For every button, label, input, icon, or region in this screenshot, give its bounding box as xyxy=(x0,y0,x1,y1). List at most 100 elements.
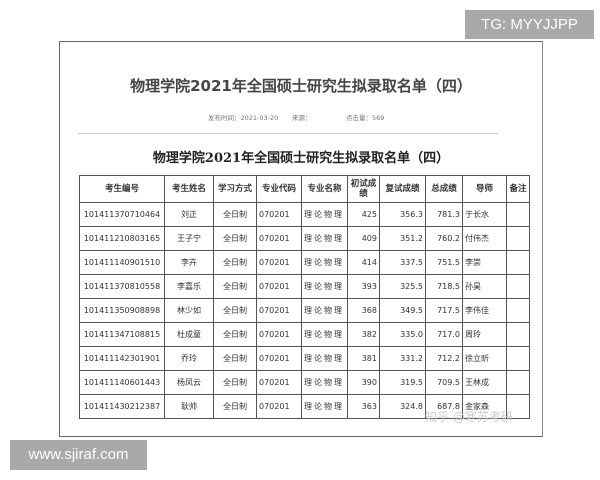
table-cell: 李崇 xyxy=(462,250,507,275)
table-cell: 337.5 xyxy=(379,250,426,275)
table-cell: 101411350908898 xyxy=(79,298,165,323)
tg-watermark-label: TG: MYYJJPP xyxy=(465,10,594,39)
table-cell: 070201 xyxy=(256,322,302,347)
table-cell: 335.0 xyxy=(379,322,426,347)
table-row: 101411142301901 乔玲 全日制 070201 理论物理 381 331.2 71… xyxy=(79,346,530,371)
table-cell xyxy=(506,298,530,323)
table-cell: 付伟杰 xyxy=(462,226,507,251)
table-cell: 理论物理 xyxy=(301,250,348,275)
table-cell: 414 xyxy=(347,250,380,275)
table-row: 101411370810558 李嘉乐 全日制 070201 理论物理 393 325.5 7… xyxy=(79,274,530,299)
table-cell xyxy=(506,370,530,395)
table-cell: 409 xyxy=(347,226,380,251)
table-cell: 全日制 xyxy=(213,370,257,395)
table-cell: 101411140601443 xyxy=(79,370,165,395)
table-cell: 101411370810558 xyxy=(79,274,165,299)
table-cell: 杨凤云 xyxy=(164,370,214,395)
table-cell: 全日制 xyxy=(213,346,257,371)
table-cell: 周玲 xyxy=(462,322,507,347)
table-cell: 王林成 xyxy=(462,370,507,395)
table-cell: 理论物理 xyxy=(301,394,348,419)
table-row: 101411140901510 李卉 全日制 070201 理论物理 414 337.5 75… xyxy=(79,250,530,275)
table-cell: 101411140901510 xyxy=(79,250,165,275)
table-row: 101411210803165 王子宁 全日制 070201 理论物理 409 351.2 7… xyxy=(79,226,530,251)
table-cell: 全日制 xyxy=(213,202,257,227)
table-title: 物理学院2021年全国硕士研究生拟录取名单（四） xyxy=(152,151,450,166)
table-cell: 全日制 xyxy=(213,274,257,299)
table-cell: 101411370710464 xyxy=(79,202,165,227)
table-cell xyxy=(506,226,530,251)
zhihu-watermark: 知乎 @寒苏考研 xyxy=(425,410,513,424)
table-cell xyxy=(506,202,530,227)
table-cell: 101411347108815 xyxy=(79,322,165,347)
column-header: 备注 xyxy=(506,175,530,203)
table-cell: 368 xyxy=(347,298,380,323)
table-cell: 孙昊 xyxy=(462,274,507,299)
table-cell: 393 xyxy=(347,274,380,299)
table-cell: 杜成童 xyxy=(164,322,214,347)
table-cell: 070201 xyxy=(256,346,302,371)
table-cell: 理论物理 xyxy=(301,274,348,299)
source: 来源： xyxy=(292,114,312,122)
table-cell xyxy=(506,274,530,299)
table-cell: 070201 xyxy=(256,298,302,323)
document-screenshot: 物理学院2021年全国硕士研究生拟录取名单（四） 发布时间：2021-03-20… xyxy=(59,41,543,437)
table-cell: 101411210803165 xyxy=(79,226,165,251)
table-cell: 李伟佳 xyxy=(462,298,507,323)
table-cell: 717.5 xyxy=(425,298,463,323)
table-cell: 理论物理 xyxy=(301,370,348,395)
table-cell: 全日制 xyxy=(213,298,257,323)
table-cell: 全日制 xyxy=(213,250,257,275)
table-cell: 李卉 xyxy=(164,250,214,275)
table-row: 101411347108815 杜成童 全日制 070201 理论物理 382 335.0 7… xyxy=(79,322,530,347)
table-cell: 363 xyxy=(347,394,380,419)
table-cell: 717.0 xyxy=(425,322,463,347)
table-cell xyxy=(506,322,530,347)
table-cell: 理论物理 xyxy=(301,298,348,323)
table-cell: 709.5 xyxy=(425,370,463,395)
table-cell: 全日制 xyxy=(213,322,257,347)
column-header: 初试成绩 xyxy=(347,175,380,203)
table-cell: 于长水 xyxy=(462,202,507,227)
table-cell: 070201 xyxy=(256,274,302,299)
table-cell: 理论物理 xyxy=(301,322,348,347)
column-header: 考生编号 xyxy=(79,175,165,203)
table-cell: 李嘉乐 xyxy=(164,274,214,299)
table-cell: 319.5 xyxy=(379,370,426,395)
table-cell: 070201 xyxy=(256,394,302,419)
table-cell: 382 xyxy=(347,322,380,347)
table-cell: 理论物理 xyxy=(301,346,348,371)
table-cell: 751.5 xyxy=(425,250,463,275)
table-cell: 徐立昕 xyxy=(462,346,507,371)
column-header: 专业代码 xyxy=(256,175,302,203)
table-cell: 理论物理 xyxy=(301,226,348,251)
table-cell: 351.2 xyxy=(379,226,426,251)
table-cell: 781.3 xyxy=(425,202,463,227)
table-cell: 林少如 xyxy=(164,298,214,323)
table-cell: 325.5 xyxy=(379,274,426,299)
table-row: 101411350908898 林少如 全日制 070201 理论物理 368 349.5 7… xyxy=(79,298,530,323)
table-cell: 425 xyxy=(347,202,380,227)
table-cell: 760.2 xyxy=(425,226,463,251)
table-cell: 070201 xyxy=(256,226,302,251)
table-cell: 101411430212387 xyxy=(79,394,165,419)
table-cell: 070201 xyxy=(256,370,302,395)
table-row: 101411370710464 刘正 全日制 070201 理论物理 425 356.3 78… xyxy=(79,202,530,227)
table-cell: 理论物理 xyxy=(301,202,348,227)
table-cell: 王子宁 xyxy=(164,226,214,251)
article-title: 物理学院2021年全国硕士研究生拟录取名单（四） xyxy=(130,77,472,95)
table-row: 101411430212387 耿帅 全日制 070201 理论物理 363 324.8 68… xyxy=(79,394,530,419)
table-cell: 刘正 xyxy=(164,202,214,227)
table-cell xyxy=(506,250,530,275)
table-cell: 324.8 xyxy=(379,394,426,419)
table-cell: 390 xyxy=(347,370,380,395)
publish-time: 发布时间：2021-03-20 xyxy=(208,114,279,122)
table-cell: 全日制 xyxy=(213,394,257,419)
table-row: 101411140601443 杨凤云 全日制 070201 理论物理 390 319.5 7… xyxy=(79,370,530,395)
divider xyxy=(78,133,498,134)
table-cell: 718.5 xyxy=(425,274,463,299)
column-header: 学习方式 xyxy=(213,175,257,203)
site-watermark-label: www.sjiraf.com xyxy=(10,440,147,470)
table-header-row: 考生编号 考生姓名 学习方式 专业代码 专业名称 初试成绩 复试成绩 总成绩 导师 备注 xyxy=(79,175,530,203)
table-cell: 070201 xyxy=(256,202,302,227)
